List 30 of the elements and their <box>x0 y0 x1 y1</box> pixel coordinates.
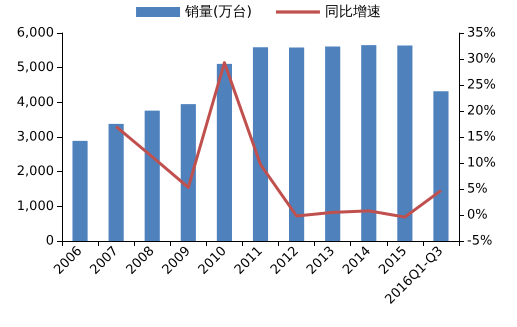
y-tick-label: 2,000 <box>16 164 54 180</box>
bar <box>433 91 449 241</box>
bar <box>72 140 88 241</box>
legend-label: 同比增速 <box>324 4 381 20</box>
y2-tick-label: 30% <box>467 52 496 66</box>
y-tick-label: 6,000 <box>16 26 54 40</box>
y-tick-label: 3,000 <box>16 130 54 144</box>
y2-tick-label: 10% <box>467 156 496 170</box>
y-tick-label: 1,000 <box>16 198 54 214</box>
y2-tick-label: -5% <box>467 234 492 248</box>
y2-tick-label: 35% <box>467 26 496 40</box>
y-tick-label: 4,000 <box>16 94 54 110</box>
bar <box>252 47 268 241</box>
bar <box>144 110 160 241</box>
bar <box>289 48 304 241</box>
y2-tick-label: 5% <box>467 182 488 196</box>
line-series <box>114 61 442 219</box>
bar <box>325 46 340 241</box>
y2-tick-label: 15% <box>467 130 496 144</box>
bar <box>397 45 412 241</box>
bar <box>361 45 376 241</box>
y-tick-label: 5,000 <box>16 60 54 76</box>
bar <box>216 64 232 241</box>
y2-tick-label: 25% <box>467 78 496 92</box>
bar <box>180 104 196 241</box>
y-tick-label: 0 <box>46 234 54 248</box>
bar <box>108 124 124 241</box>
y2-tick-label: 0% <box>467 208 488 222</box>
y2-tick-label: 20% <box>467 104 496 118</box>
legend-label: 销量(万台) <box>184 4 252 20</box>
